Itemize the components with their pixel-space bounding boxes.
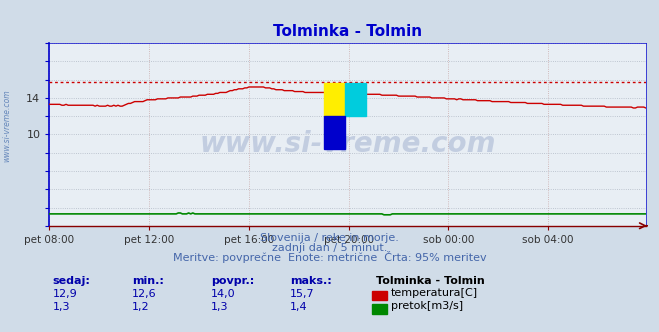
Text: zadnji dan / 5 minut.: zadnji dan / 5 minut. [272, 243, 387, 253]
Text: 1,3: 1,3 [53, 302, 71, 312]
Bar [324, 116, 345, 149]
Text: 15,7: 15,7 [290, 289, 314, 299]
Bar [324, 83, 345, 116]
Text: min.:: min.: [132, 276, 163, 286]
Text: www.si-vreme.com: www.si-vreme.com [200, 129, 496, 158]
Text: 1,3: 1,3 [211, 302, 229, 312]
Text: 1,4: 1,4 [290, 302, 308, 312]
Text: www.si-vreme.com: www.si-vreme.com [2, 90, 11, 162]
Title: Tolminka - Tolmin: Tolminka - Tolmin [273, 24, 422, 39]
Text: pretok[m3/s]: pretok[m3/s] [391, 301, 463, 311]
Text: maks.:: maks.: [290, 276, 331, 286]
Text: Slovenija / reke in morje.: Slovenija / reke in morje. [260, 233, 399, 243]
Text: 12,6: 12,6 [132, 289, 156, 299]
Text: sedaj:: sedaj: [53, 276, 90, 286]
Text: 12,9: 12,9 [53, 289, 78, 299]
Text: 14,0: 14,0 [211, 289, 235, 299]
Text: temperatura[C]: temperatura[C] [391, 288, 478, 298]
Text: Tolminka - Tolmin: Tolminka - Tolmin [376, 276, 484, 286]
Text: povpr.:: povpr.: [211, 276, 254, 286]
Text: Meritve: povprečne  Enote: metrične  Črta: 95% meritev: Meritve: povprečne Enote: metrične Črta:… [173, 251, 486, 263]
Bar [345, 83, 366, 116]
Text: 1,2: 1,2 [132, 302, 150, 312]
